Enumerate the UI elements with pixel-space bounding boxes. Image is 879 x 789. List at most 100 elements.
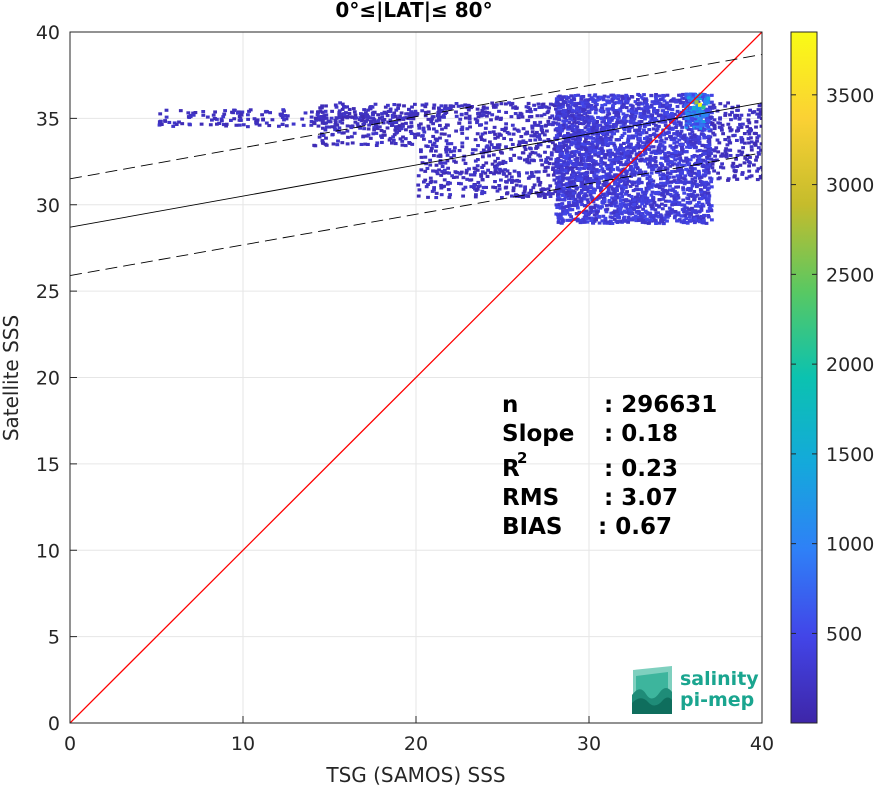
density-cell [164,108,169,112]
stat-rms-label: RMS [502,485,559,511]
density-cell [578,175,583,179]
density-cell [689,187,693,191]
density-cell [405,116,409,120]
density-cell [217,121,222,126]
density-cell [586,190,591,194]
density-cell [556,220,561,224]
density-cell [473,195,478,199]
density-cell [460,145,465,149]
density-cell [672,175,676,179]
density-cell [457,121,462,125]
density-cell [215,122,219,126]
density-cell [401,124,405,128]
density-cell [639,187,644,192]
density-cell [429,149,434,153]
density-cell [581,159,586,163]
density-cell [500,169,505,173]
density-cell [264,109,269,114]
density-cell [583,126,588,130]
density-cell [578,110,582,114]
density-cell [587,146,591,150]
density-cell [400,139,405,143]
density-cell [705,109,710,113]
density-cell [532,134,537,138]
density-cell [619,125,624,129]
density-cell [628,168,633,172]
density-cell [590,128,595,132]
density-cell [511,189,516,193]
density-cell [555,198,560,202]
density-cell [487,146,492,150]
density-cell [407,141,412,145]
density-cell [565,161,570,165]
density-cell [616,112,621,116]
density-cell [716,171,721,175]
density-cell [634,134,639,138]
density-cell [690,206,694,210]
density-cell [614,209,619,214]
density-cell [590,140,595,144]
density-cell [577,152,582,157]
density-cell [644,189,649,193]
density-cell [560,178,565,182]
density-cell [638,171,642,175]
density-cell [665,219,669,223]
density-cell [619,135,624,140]
density-cell [318,109,323,113]
density-cell [646,139,650,144]
density-cell [582,210,587,214]
density-cell [512,153,517,157]
density-cell [692,198,697,202]
density-cell [654,97,659,101]
density-cell [381,121,386,125]
density-cell [754,120,759,124]
density-cell [681,198,686,202]
density-cell [551,141,555,145]
density-cell [441,171,446,175]
density-cell [708,164,713,168]
density-cell [576,132,581,136]
colorbar-tick-label: 1500 [826,444,874,466]
y-tick-label: 35 [36,108,60,130]
density-cell [234,123,239,127]
density-cell [726,101,731,105]
density-cell [660,120,665,124]
density-cell [403,144,408,148]
density-cell [470,152,475,156]
density-cell [573,128,578,132]
density-cell [394,108,399,112]
density-cell [706,140,711,144]
density-cell [630,112,635,116]
density-cell [679,163,684,167]
density-cell [612,202,617,206]
density-cell [507,172,512,176]
density-cell [682,214,687,218]
density-cell [747,175,752,179]
density-cell [372,128,377,132]
density-cell [381,133,386,137]
density-cell [567,146,572,150]
density-cell [210,118,214,122]
density-cell [376,113,381,117]
density-cell [591,127,596,131]
density-cell [364,111,368,115]
density-cell [667,131,672,135]
density-cell [399,111,404,115]
density-cell [497,146,501,150]
density-cell [558,141,562,145]
density-cell [602,125,606,129]
density-cell [670,127,675,131]
density-cell [649,105,654,109]
density-cell [510,180,514,184]
density-cell [558,132,563,136]
density-cell [616,184,620,188]
density-cell [588,193,593,197]
density-cell [643,209,648,213]
density-cell [606,188,611,192]
density-cell [562,187,567,191]
density-cell [708,128,713,132]
density-cell [694,106,699,110]
density-cell [401,135,405,139]
density-cell [572,151,577,155]
density-cell [677,93,681,97]
